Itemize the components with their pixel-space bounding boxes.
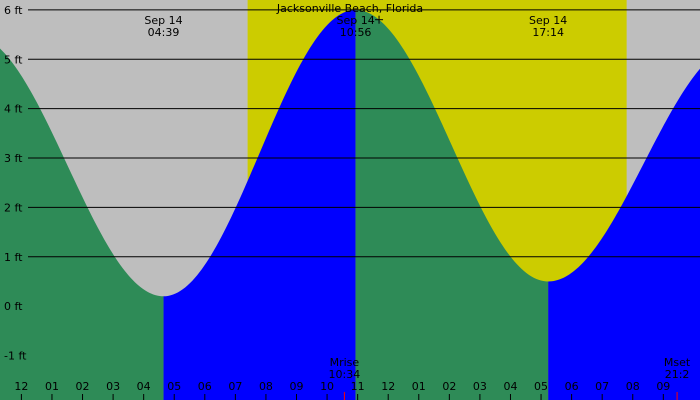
y-tick-label: 1 ft (4, 251, 23, 264)
moon-event-time: 10:34 (329, 368, 361, 381)
chart-title: Jacksonville Beach, Florida (276, 2, 423, 15)
event-time-label: 04:39 (148, 26, 180, 39)
x-tick-label: 02 (442, 380, 456, 393)
moon-event-label: Mrise (330, 356, 360, 369)
event-date-label: Sep 14 (336, 14, 374, 27)
y-tick-label: 3 ft (4, 152, 23, 165)
event-date-label: Sep 14 (144, 14, 182, 27)
falling-tide-segment (0, 48, 164, 400)
x-tick-label: 08 (259, 380, 273, 393)
x-tick-label: 01 (412, 380, 426, 393)
x-tick-label: 02 (76, 380, 90, 393)
x-tick-label: 05 (167, 380, 181, 393)
x-tick-label: 06 (565, 380, 579, 393)
moon-event-time: 21:2 (665, 368, 690, 381)
rising-tide-segment (548, 68, 700, 400)
y-tick-label: 6 ft (4, 4, 23, 17)
tide-area (0, 9, 700, 400)
x-tick-label: 12 (381, 380, 395, 393)
x-tick-label: 08 (626, 380, 640, 393)
x-tick-label: 07 (595, 380, 609, 393)
x-tick-label: 04 (137, 380, 151, 393)
y-tick-label: -1 ft (4, 350, 27, 363)
x-tick-label: 07 (228, 380, 242, 393)
rising-tide-segment (163, 9, 356, 400)
event-time-label: 17:14 (532, 26, 564, 39)
y-tick-label: 5 ft (4, 53, 23, 66)
x-tick-label: 12 (14, 380, 28, 393)
event-time-label: 10:56 (340, 26, 372, 39)
y-tick-label: 0 ft (4, 300, 23, 313)
y-tick-label: 2 ft (4, 201, 23, 214)
x-tick-label: 03 (473, 380, 487, 393)
grid-lines (20, 9, 700, 400)
x-tick-label: 10 (320, 380, 334, 393)
x-tick-label: 04 (503, 380, 517, 393)
labels: -1 ft 0 ft 1 ft 2 ft 3 ft 4 ft 5 ft 6 ft 11 12 01 0… (4, 4, 691, 393)
event-date-label: Sep 14 (529, 14, 567, 27)
x-tick-label: 06 (198, 380, 212, 393)
x-tick-label: 03 (106, 380, 120, 393)
moon-event-label: Mset (664, 356, 691, 369)
y-tick-label: 4 ft (4, 103, 23, 116)
falling-tide-segment (355, 9, 549, 400)
x-tick-label: 09 (290, 380, 304, 393)
x-tick-label: 05 (534, 380, 548, 393)
x-tick-label: 11 (351, 380, 365, 393)
x-tick-label: 01 (45, 380, 59, 393)
x-tick-label: 09 (656, 380, 670, 393)
